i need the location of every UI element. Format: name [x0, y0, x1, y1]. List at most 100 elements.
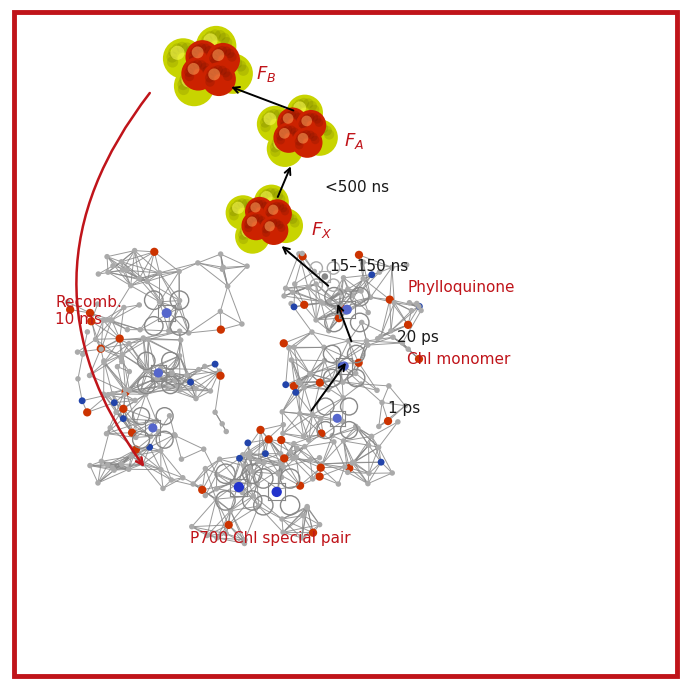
Circle shape [281, 431, 285, 436]
Circle shape [189, 55, 198, 65]
Circle shape [217, 368, 223, 374]
Circle shape [132, 248, 138, 253]
Circle shape [343, 310, 348, 315]
Circle shape [132, 398, 138, 403]
Circle shape [178, 337, 184, 343]
Circle shape [83, 408, 91, 416]
Circle shape [283, 125, 292, 133]
Circle shape [202, 493, 208, 498]
Circle shape [113, 409, 119, 415]
Circle shape [205, 73, 214, 83]
Circle shape [270, 142, 280, 153]
Circle shape [296, 380, 301, 385]
Circle shape [193, 60, 204, 71]
Circle shape [280, 118, 288, 126]
Circle shape [258, 200, 267, 210]
Circle shape [342, 305, 352, 314]
Circle shape [178, 387, 183, 393]
Circle shape [280, 454, 288, 462]
Circle shape [132, 445, 140, 453]
Circle shape [305, 136, 315, 146]
Circle shape [195, 260, 200, 266]
Circle shape [148, 433, 153, 439]
Circle shape [214, 535, 220, 541]
Circle shape [281, 114, 290, 122]
Circle shape [297, 117, 307, 127]
Circle shape [263, 205, 272, 213]
Circle shape [181, 56, 215, 91]
Circle shape [303, 123, 313, 133]
Circle shape [331, 439, 337, 444]
Circle shape [368, 294, 373, 300]
Circle shape [296, 110, 326, 140]
Circle shape [146, 337, 151, 343]
Circle shape [276, 471, 281, 477]
Circle shape [245, 440, 252, 447]
Circle shape [335, 314, 343, 322]
Circle shape [220, 266, 225, 272]
Circle shape [136, 276, 142, 281]
Circle shape [318, 299, 323, 304]
Text: Recomb.
10 ms: Recomb. 10 ms [55, 294, 122, 327]
Circle shape [376, 424, 381, 429]
Circle shape [313, 317, 319, 323]
Circle shape [177, 353, 182, 358]
Circle shape [223, 531, 229, 537]
Circle shape [261, 460, 267, 465]
Circle shape [302, 130, 311, 138]
Circle shape [338, 288, 343, 294]
Circle shape [355, 426, 361, 431]
Circle shape [299, 120, 307, 129]
Circle shape [345, 470, 350, 475]
Circle shape [250, 469, 256, 475]
Circle shape [292, 127, 323, 158]
Circle shape [277, 107, 307, 138]
Circle shape [338, 302, 343, 308]
Circle shape [226, 57, 237, 68]
Circle shape [321, 273, 328, 280]
Circle shape [346, 338, 351, 343]
Circle shape [154, 376, 160, 381]
Circle shape [194, 55, 206, 66]
Circle shape [314, 122, 324, 133]
Circle shape [207, 69, 216, 78]
Circle shape [227, 52, 236, 62]
Circle shape [249, 203, 257, 211]
Circle shape [220, 61, 234, 75]
Circle shape [404, 321, 413, 329]
Circle shape [196, 367, 201, 372]
Circle shape [272, 487, 282, 497]
Circle shape [212, 409, 218, 415]
Circle shape [303, 114, 311, 122]
Circle shape [177, 298, 182, 303]
Circle shape [247, 217, 257, 226]
Circle shape [242, 226, 254, 237]
Circle shape [231, 58, 243, 69]
Circle shape [279, 128, 290, 139]
Circle shape [268, 204, 278, 215]
Circle shape [122, 388, 130, 396]
Circle shape [176, 384, 181, 389]
Circle shape [392, 300, 397, 305]
Circle shape [238, 230, 248, 240]
Circle shape [276, 202, 284, 211]
Circle shape [351, 460, 357, 465]
Circle shape [353, 371, 359, 376]
Circle shape [206, 43, 240, 77]
Circle shape [292, 116, 303, 127]
Circle shape [149, 423, 158, 433]
Circle shape [176, 269, 182, 275]
Circle shape [169, 370, 175, 376]
Circle shape [184, 72, 194, 81]
Circle shape [263, 200, 292, 228]
Circle shape [324, 129, 334, 140]
Circle shape [275, 135, 285, 145]
Circle shape [235, 219, 270, 254]
Circle shape [202, 66, 212, 76]
Circle shape [276, 136, 285, 144]
Circle shape [120, 268, 125, 273]
Circle shape [143, 391, 149, 397]
Circle shape [299, 131, 307, 140]
Circle shape [199, 77, 210, 88]
Circle shape [211, 50, 220, 59]
